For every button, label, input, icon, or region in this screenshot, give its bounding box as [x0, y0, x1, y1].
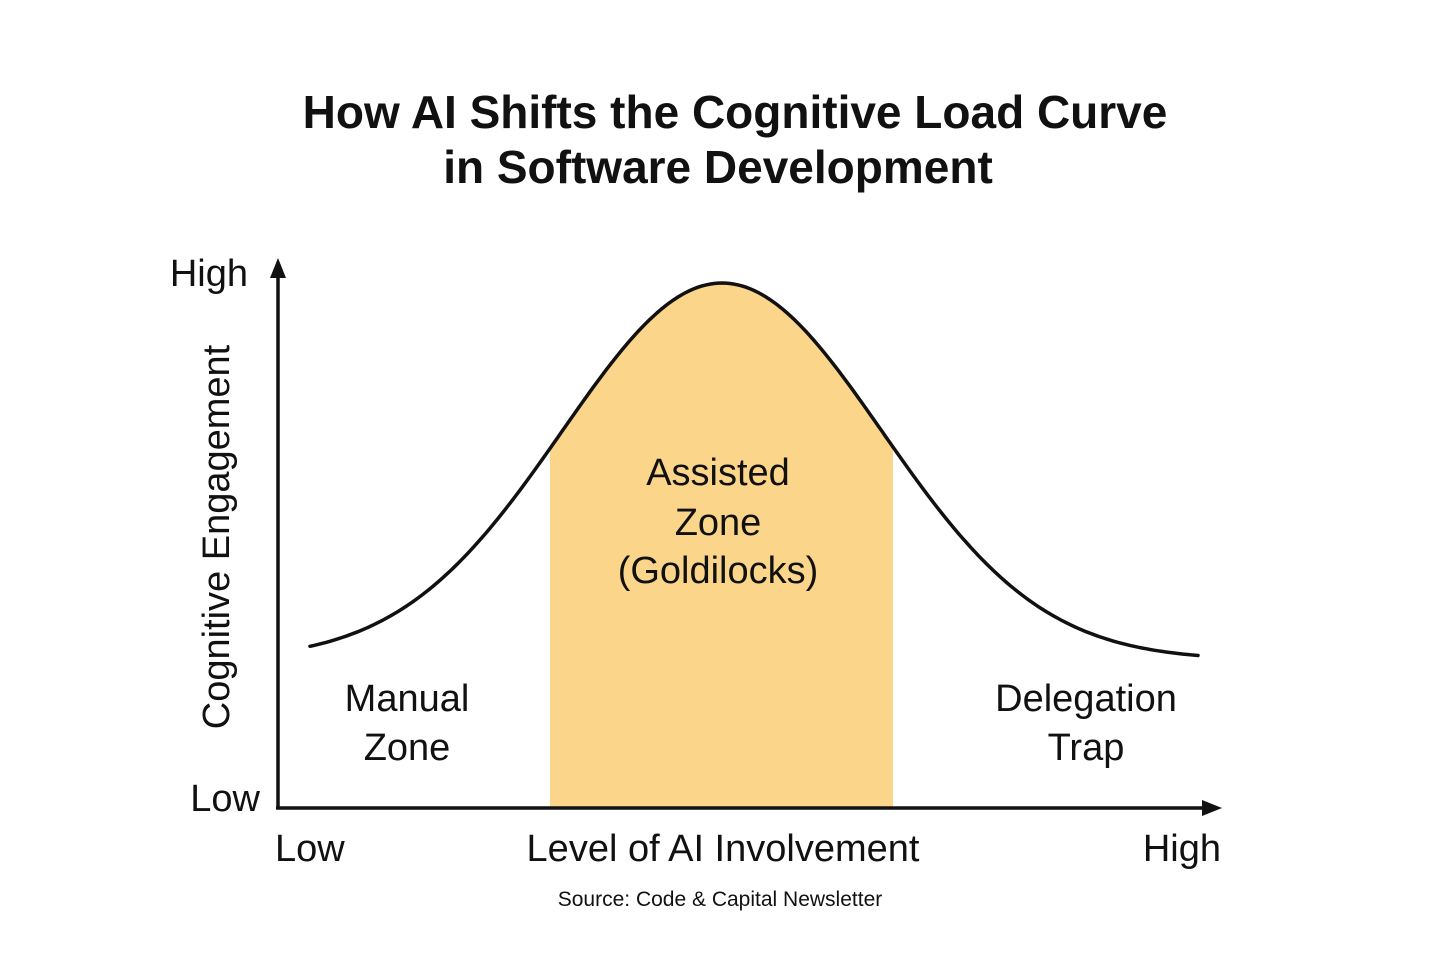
- x-axis-title: Level of AI Involvement: [527, 828, 920, 870]
- delegation-trap-label-1: Delegation: [995, 678, 1177, 720]
- y-axis-high-label: High: [170, 253, 248, 295]
- source-note: Source: Code & Capital Newsletter: [558, 888, 883, 911]
- manual-zone-label-2: Zone: [364, 727, 451, 769]
- delegation-trap-label-2: Trap: [1048, 727, 1125, 769]
- title-line-1: How AI Shifts the Cognitive Load Curve: [303, 86, 1168, 138]
- title-line-2: in Software Development: [443, 141, 993, 193]
- assisted-zone-label-2: Zone: [675, 502, 762, 544]
- y-axis-arrow: [270, 258, 286, 278]
- assisted-zone-area: [550, 283, 893, 808]
- y-axis-low-label: Low: [190, 778, 260, 820]
- x-axis-arrow: [1202, 800, 1222, 816]
- engagement-curve: [308, 281, 1200, 658]
- x-axis-low-label: Low: [275, 828, 345, 870]
- assisted-zone-label-3: (Goldilocks): [618, 550, 819, 592]
- y-axis-title: Cognitive Engagement: [196, 344, 238, 729]
- manual-zone-label-1: Manual: [345, 678, 470, 720]
- x-axis-high-label: High: [1143, 828, 1221, 870]
- assisted-zone-label-1: Assisted: [646, 452, 790, 494]
